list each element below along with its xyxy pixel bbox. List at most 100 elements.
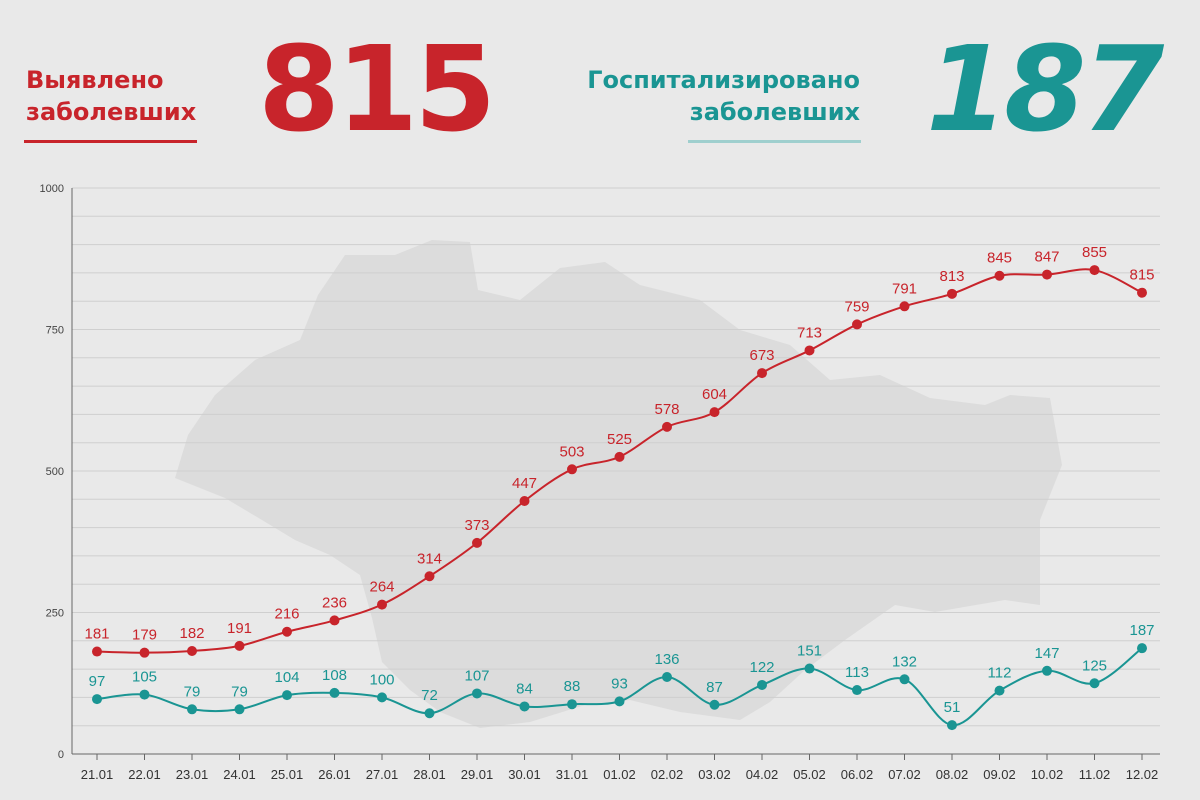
detected-underline (24, 140, 197, 143)
data-label: 759 (844, 298, 869, 315)
data-label: 187 (1129, 622, 1154, 639)
data-point (472, 537, 482, 548)
data-label: 845 (987, 250, 1012, 267)
data-label: 125 (1082, 657, 1107, 674)
data-point (614, 451, 625, 462)
data-label: 112 (988, 665, 1012, 682)
data-point (234, 704, 245, 715)
x-tick-label: 01.02 (603, 767, 636, 782)
y-tick-label: 500 (46, 466, 64, 478)
data-point (709, 699, 720, 710)
data-point (1089, 265, 1100, 276)
y-tick-label: 750 (46, 325, 64, 337)
data-point (567, 699, 577, 710)
x-tick-label: 24.01 (223, 767, 256, 782)
data-point (804, 345, 815, 356)
detected-value: 815 (258, 20, 496, 158)
data-point (472, 688, 482, 699)
data-label: 713 (797, 324, 822, 341)
data-label: 87 (706, 679, 723, 696)
data-label: 79 (184, 683, 201, 700)
detected-label-line1: Выявлено (26, 66, 164, 94)
data-point (139, 647, 150, 658)
x-tick-label: 11.02 (1079, 767, 1111, 782)
x-tick-label: 25.01 (271, 767, 304, 782)
data-label: 93 (611, 675, 628, 692)
x-tick-label: 29.01 (461, 767, 494, 782)
data-point (282, 626, 292, 637)
data-label: 216 (274, 606, 299, 623)
x-tick-label: 05.02 (793, 767, 826, 782)
data-point (614, 696, 625, 707)
data-label: 136 (654, 651, 679, 668)
data-point (329, 687, 340, 698)
data-point (282, 690, 292, 701)
data-point (187, 704, 197, 715)
data-point (424, 708, 435, 719)
data-point (424, 571, 435, 582)
hospitalized-value: 187 (926, 20, 1164, 158)
data-label: 847 (1034, 249, 1059, 266)
data-point (709, 407, 720, 418)
data-label: 113 (845, 664, 869, 681)
data-point (899, 674, 910, 685)
y-tick-label: 1000 (40, 183, 64, 195)
data-point (1042, 269, 1052, 280)
data-point (994, 685, 1005, 696)
data-label: 264 (369, 579, 394, 596)
data-label: 97 (89, 673, 106, 690)
data-label: 236 (322, 594, 347, 611)
x-tick-label: 26.01 (318, 767, 351, 782)
data-label: 122 (749, 659, 774, 676)
data-point (757, 679, 767, 690)
data-label: 815 (1129, 267, 1154, 284)
x-tick-label: 12.02 (1126, 767, 1159, 782)
data-point (1042, 665, 1052, 676)
data-label: 182 (179, 625, 204, 642)
data-label: 51 (944, 699, 961, 716)
data-point (234, 640, 245, 651)
data-point (947, 720, 957, 731)
data-point (92, 694, 102, 705)
y-tick-label: 0 (58, 749, 64, 761)
x-tick-label: 07.02 (888, 767, 921, 782)
data-label: 107 (464, 667, 489, 684)
data-point (994, 270, 1005, 281)
grid-lines (72, 187, 1160, 727)
data-point (92, 646, 102, 657)
data-point (187, 645, 197, 656)
hospitalized-underline (688, 140, 861, 143)
data-label: 108 (322, 667, 347, 684)
data-label: 181 (84, 626, 109, 643)
x-tick-label: 03.02 (698, 767, 731, 782)
hospitalized-label: Госпитализировано заболевших (587, 64, 860, 128)
x-axis-labels: 21.01 22.01 23.01 24.01 25.01 26.01 27.01 28.01… (81, 767, 1159, 782)
data-point (899, 301, 910, 312)
data-point (757, 368, 767, 379)
data-label: 179 (132, 627, 157, 644)
x-tick-label: 09.02 (983, 767, 1016, 782)
data-label: 79 (231, 683, 248, 700)
data-label: 604 (702, 386, 727, 403)
data-point (804, 663, 815, 674)
data-label: 525 (607, 431, 632, 448)
x-tick-label: 06.02 (841, 767, 874, 782)
hospitalized-label-line1: Госпитализировано (587, 66, 860, 94)
data-point (662, 421, 672, 432)
data-point (662, 672, 672, 683)
x-tick-label: 21.01 (81, 767, 114, 782)
x-tick-label: 28.01 (413, 767, 446, 782)
data-label: 373 (464, 517, 489, 534)
data-point (1089, 678, 1100, 689)
data-point (852, 685, 862, 696)
x-tick-label: 27.01 (366, 767, 399, 782)
data-point (519, 701, 530, 712)
data-label: 147 (1034, 645, 1059, 662)
data-label: 88 (564, 678, 581, 695)
data-label: 503 (559, 443, 584, 460)
data-point (519, 495, 530, 506)
hospitalized-label-line2: заболевших (689, 98, 860, 126)
data-point (139, 689, 150, 700)
data-labels: 181 179 182 191 216 236 264 314 373 447 503 525 578 6… (84, 244, 1154, 716)
